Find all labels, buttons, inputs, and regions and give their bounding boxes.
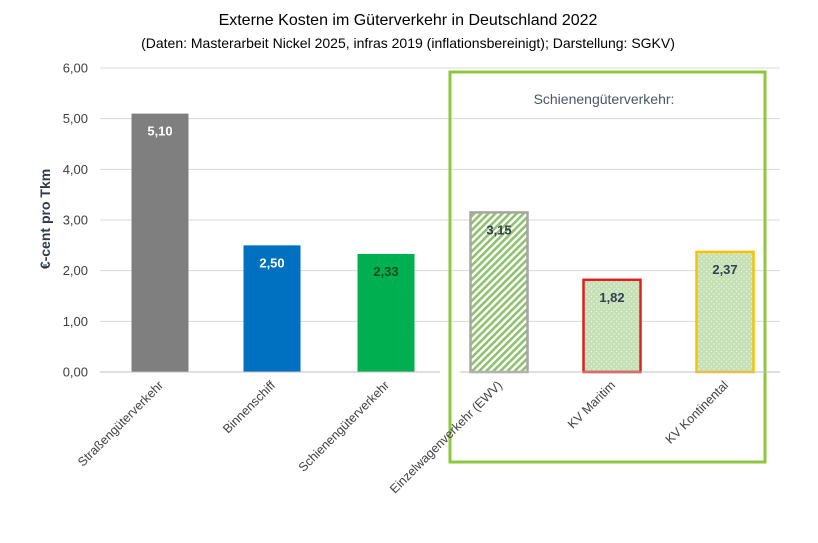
y-tick-label: 0,00 (63, 365, 88, 380)
bars (131, 113, 755, 374)
data-label: 5,10 (147, 124, 172, 139)
chart-title: Externe Kosten im Güterverkehr in Deutsc… (219, 12, 598, 29)
x-axis-categories: Straßengüterverkehr Binnenschiff Schieneng… (75, 378, 731, 496)
gridlines (100, 67, 780, 322)
category-label: Binnenschiff (220, 378, 278, 436)
data-label: 2,37 (712, 262, 737, 277)
rail-freight-group-box (448, 70, 767, 464)
y-tick-label: 5,00 (63, 111, 88, 126)
data-labels: 5,10 2,50 2,33 3,15 1,82 2,37 (147, 124, 737, 305)
y-tick-label: 4,00 (63, 162, 88, 177)
y-axis-label: €-cent pro Tkm (37, 169, 53, 269)
rail-freight-group-label: Schienengüterverkehr: (534, 91, 675, 107)
y-tick-label: 1,00 (63, 314, 88, 329)
bar-1 (131, 113, 189, 372)
y-tick-label: 2,00 (63, 263, 88, 278)
chart-subtitle: (Daten: Masterarbeit Nickel 2025, infras… (141, 35, 675, 51)
data-label: 3,15 (486, 222, 511, 237)
bar-2 (243, 245, 301, 372)
category-label: KV Kontinental (663, 378, 731, 446)
category-label: Einzelwagenverkehr (EWV) (387, 378, 505, 496)
bar-3 (357, 253, 415, 372)
data-label: 1,82 (599, 290, 624, 305)
data-label: 2,50 (259, 255, 284, 270)
y-tick-label: 3,00 (63, 213, 88, 228)
data-label: 2,33 (373, 264, 398, 279)
category-label: Straßengüterverkehr (75, 378, 166, 469)
y-tick-label: 6,00 (63, 61, 88, 76)
category-label: KV Maritim (565, 378, 618, 431)
category-label: Schienengüterverkehr (296, 378, 392, 474)
y-axis: 0,00 1,00 2,00 3,00 4,00 5,00 6,00 (63, 61, 88, 380)
